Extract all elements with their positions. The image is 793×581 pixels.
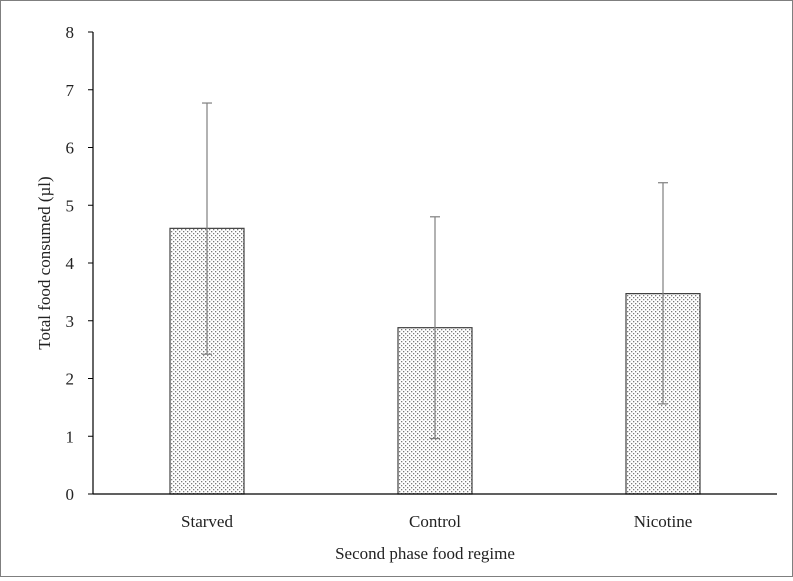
y-tick-label: 1 bbox=[66, 427, 75, 446]
error-bars-layer bbox=[202, 102, 668, 440]
x-category-label: Starved bbox=[181, 512, 233, 531]
error-bar-starved bbox=[202, 102, 212, 355]
x-category-label: Control bbox=[409, 512, 461, 531]
y-tick-label: 8 bbox=[66, 23, 75, 42]
y-tick-label: 7 bbox=[66, 81, 75, 100]
y-tick-label: 2 bbox=[66, 370, 75, 389]
x-axis-title: Second phase food regime bbox=[335, 544, 515, 563]
y-tick-label: 4 bbox=[66, 254, 75, 273]
y-tick-label: 0 bbox=[66, 485, 75, 504]
error-bar-control bbox=[430, 216, 440, 440]
error-bar-nicotine bbox=[658, 182, 668, 405]
x-category-label: Nicotine bbox=[634, 512, 693, 531]
y-axis-title: Total food consumed (µl) bbox=[35, 176, 54, 349]
y-tick-labels: 0 1 2 3 4 5 6 7 8 bbox=[66, 23, 93, 504]
y-tick-label: 5 bbox=[66, 196, 75, 215]
y-tick-label: 3 bbox=[66, 312, 75, 331]
y-tick-label: 6 bbox=[66, 139, 75, 158]
x-category-labels: Starved Control Nicotine bbox=[181, 512, 692, 531]
